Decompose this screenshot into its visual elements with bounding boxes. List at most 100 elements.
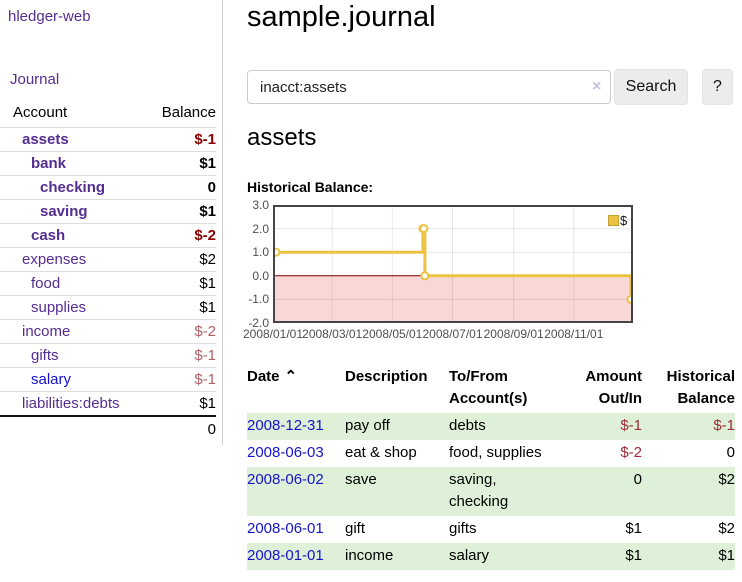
register-amount: $-2	[620, 444, 642, 461]
sidebar-account-saving[interactable]: saving	[40, 203, 88, 220]
sidebar-account-gifts[interactable]: gifts	[31, 347, 59, 364]
accounts-total-value: 0	[207, 421, 216, 438]
account-row: liabilities:debts $1	[0, 391, 216, 417]
sidebar-account-liabilities-debts[interactable]: liabilities:debts	[22, 395, 120, 412]
account-row: assets $-1	[0, 127, 216, 152]
sidebar: hledger-web Journal Account Balance asse…	[0, 0, 223, 445]
sort-ascending-icon: ⌃	[284, 368, 298, 385]
register-balance: 0	[726, 444, 735, 461]
y-axis-tick-label: 3.0	[252, 198, 269, 212]
sidebar-account-supplies[interactable]: supplies	[31, 299, 87, 316]
account-row: cash $-2	[0, 223, 216, 248]
balance-column-header: Historical Balance	[666, 368, 735, 407]
account-row: checking 0	[0, 175, 216, 200]
register-row: 2008-06-01 gift gifts $1 $2	[247, 516, 735, 543]
account-balance: $-1	[194, 131, 216, 148]
register-amount: $1	[625, 547, 642, 564]
register-row: 2008-06-03 eat & shop food, supplies $-2…	[247, 440, 735, 467]
sidebar-account-salary[interactable]: salary	[31, 371, 72, 388]
y-axis-tick-label: 2.0	[252, 221, 269, 236]
sidebar-account-food[interactable]: food	[31, 275, 61, 292]
account-balance: $-2	[194, 227, 216, 244]
register-row: 2008-12-31 pay off debts $-1 $-1	[247, 413, 735, 440]
sidebar-account-checking[interactable]: checking	[40, 179, 106, 196]
chart-title: Historical Balance:	[247, 179, 374, 195]
amount-column-header: Amount Out/In	[585, 368, 642, 407]
account-row: income $-2	[0, 319, 216, 344]
app-title-link[interactable]: hledger-web	[8, 8, 91, 25]
accounts-table-header: Account Balance	[0, 104, 216, 128]
account-balance: $-2	[194, 323, 216, 340]
y-axis-tick-label: 1.0	[252, 245, 269, 260]
register-accounts: debts	[449, 417, 486, 434]
account-balance: $-1	[194, 371, 216, 388]
search-button[interactable]: Search	[614, 69, 688, 105]
legend-label: $	[620, 213, 628, 228]
account-balance: $1	[199, 299, 216, 316]
register-balance: $2	[718, 520, 735, 537]
y-axis-tick-label: -2.0	[248, 316, 269, 330]
register-description: income	[345, 547, 394, 564]
register-date-link[interactable]: 2008-06-03	[247, 444, 324, 461]
tofrom-column-header: To/From Account(s)	[449, 368, 528, 407]
x-axis-tick-label: 2008/09/01	[483, 327, 544, 341]
register-description: gift	[345, 520, 366, 537]
account-balance: $-1	[194, 347, 216, 364]
account-row: saving $1	[0, 199, 216, 224]
account-balance: $1	[199, 155, 216, 172]
search-input[interactable]	[247, 70, 611, 104]
register-row: 2008-06-02 save saving, checking 0 $2	[247, 467, 735, 516]
account-balance: 0	[207, 179, 216, 196]
register-description: eat & shop	[345, 444, 417, 461]
register-balance: $2	[718, 471, 735, 488]
legend-swatch-icon	[608, 215, 619, 226]
register-description: pay off	[345, 417, 390, 434]
account-row: supplies $1	[0, 295, 216, 320]
page-title: sample.journal	[247, 1, 436, 33]
chart-plot-area	[273, 205, 633, 323]
account-row: expenses $2	[0, 247, 216, 272]
register-header-row: Date ⌃ Description To/From Account(s) Amo…	[247, 366, 735, 413]
sidebar-account-income[interactable]: income	[22, 323, 71, 340]
account-row: food $1	[0, 271, 216, 296]
clear-search-icon[interactable]: ×	[592, 78, 602, 95]
help-button[interactable]: ?	[702, 69, 733, 105]
date-column-header[interactable]: Date ⌃	[247, 368, 298, 385]
sidebar-account-cash[interactable]: cash	[31, 227, 66, 244]
register-balance: $-1	[713, 417, 735, 434]
y-axis-tick-label: -1.0	[248, 292, 269, 307]
accounts-total-row: 0	[0, 416, 216, 441]
x-axis-tick-label: 2008/07/01	[422, 327, 483, 341]
x-axis-tick-label: 2008/03/01	[302, 327, 363, 341]
x-axis-tick-label: 2008/11/01	[544, 327, 604, 341]
register-amount: $1	[625, 520, 642, 537]
account-heading: assets	[247, 124, 317, 151]
register-date-link[interactable]: 2008-06-02	[247, 471, 324, 488]
account-balance: $1	[199, 395, 216, 412]
historical-balance-chart: 3.0 2.0 1.0 0.0 -1.0 -2.0 2008/01/01 2008/03/0…	[243, 198, 667, 345]
register-accounts: salary	[449, 547, 490, 564]
register-accounts: food, supplies	[449, 444, 542, 461]
register-accounts: gifts	[449, 520, 477, 537]
account-balance: $2	[199, 251, 216, 268]
account-balance: $1	[199, 203, 216, 220]
balance-column-header: Balance	[161, 104, 216, 121]
sidebar-item-journal[interactable]: Journal	[10, 71, 60, 88]
register-date-link[interactable]: 2008-01-01	[247, 547, 324, 564]
sidebar-account-assets[interactable]: assets	[22, 131, 69, 148]
x-axis-tick-label: 2008/01/01	[242, 327, 304, 341]
accounts-table: Account Balance assets $-1 bank $1 check…	[0, 104, 216, 441]
register-date-link[interactable]: 2008-12-31	[247, 417, 324, 434]
register-date-link[interactable]: 2008-06-01	[247, 520, 324, 537]
account-column-header: Account	[13, 104, 68, 121]
register-table: Date ⌃ Description To/From Account(s) Amo…	[247, 366, 735, 570]
account-row: gifts $-1	[0, 343, 216, 368]
sidebar-account-bank[interactable]: bank	[31, 155, 67, 172]
register-row: 2008-01-01 income salary $1 $1	[247, 543, 735, 570]
description-column-header: Description	[345, 368, 428, 385]
sidebar-account-expenses[interactable]: expenses	[22, 251, 87, 268]
register-accounts: saving, checking	[449, 471, 509, 510]
register-amount: $-1	[620, 417, 642, 434]
register-description: save	[345, 471, 377, 488]
chart-legend: $	[608, 213, 627, 228]
